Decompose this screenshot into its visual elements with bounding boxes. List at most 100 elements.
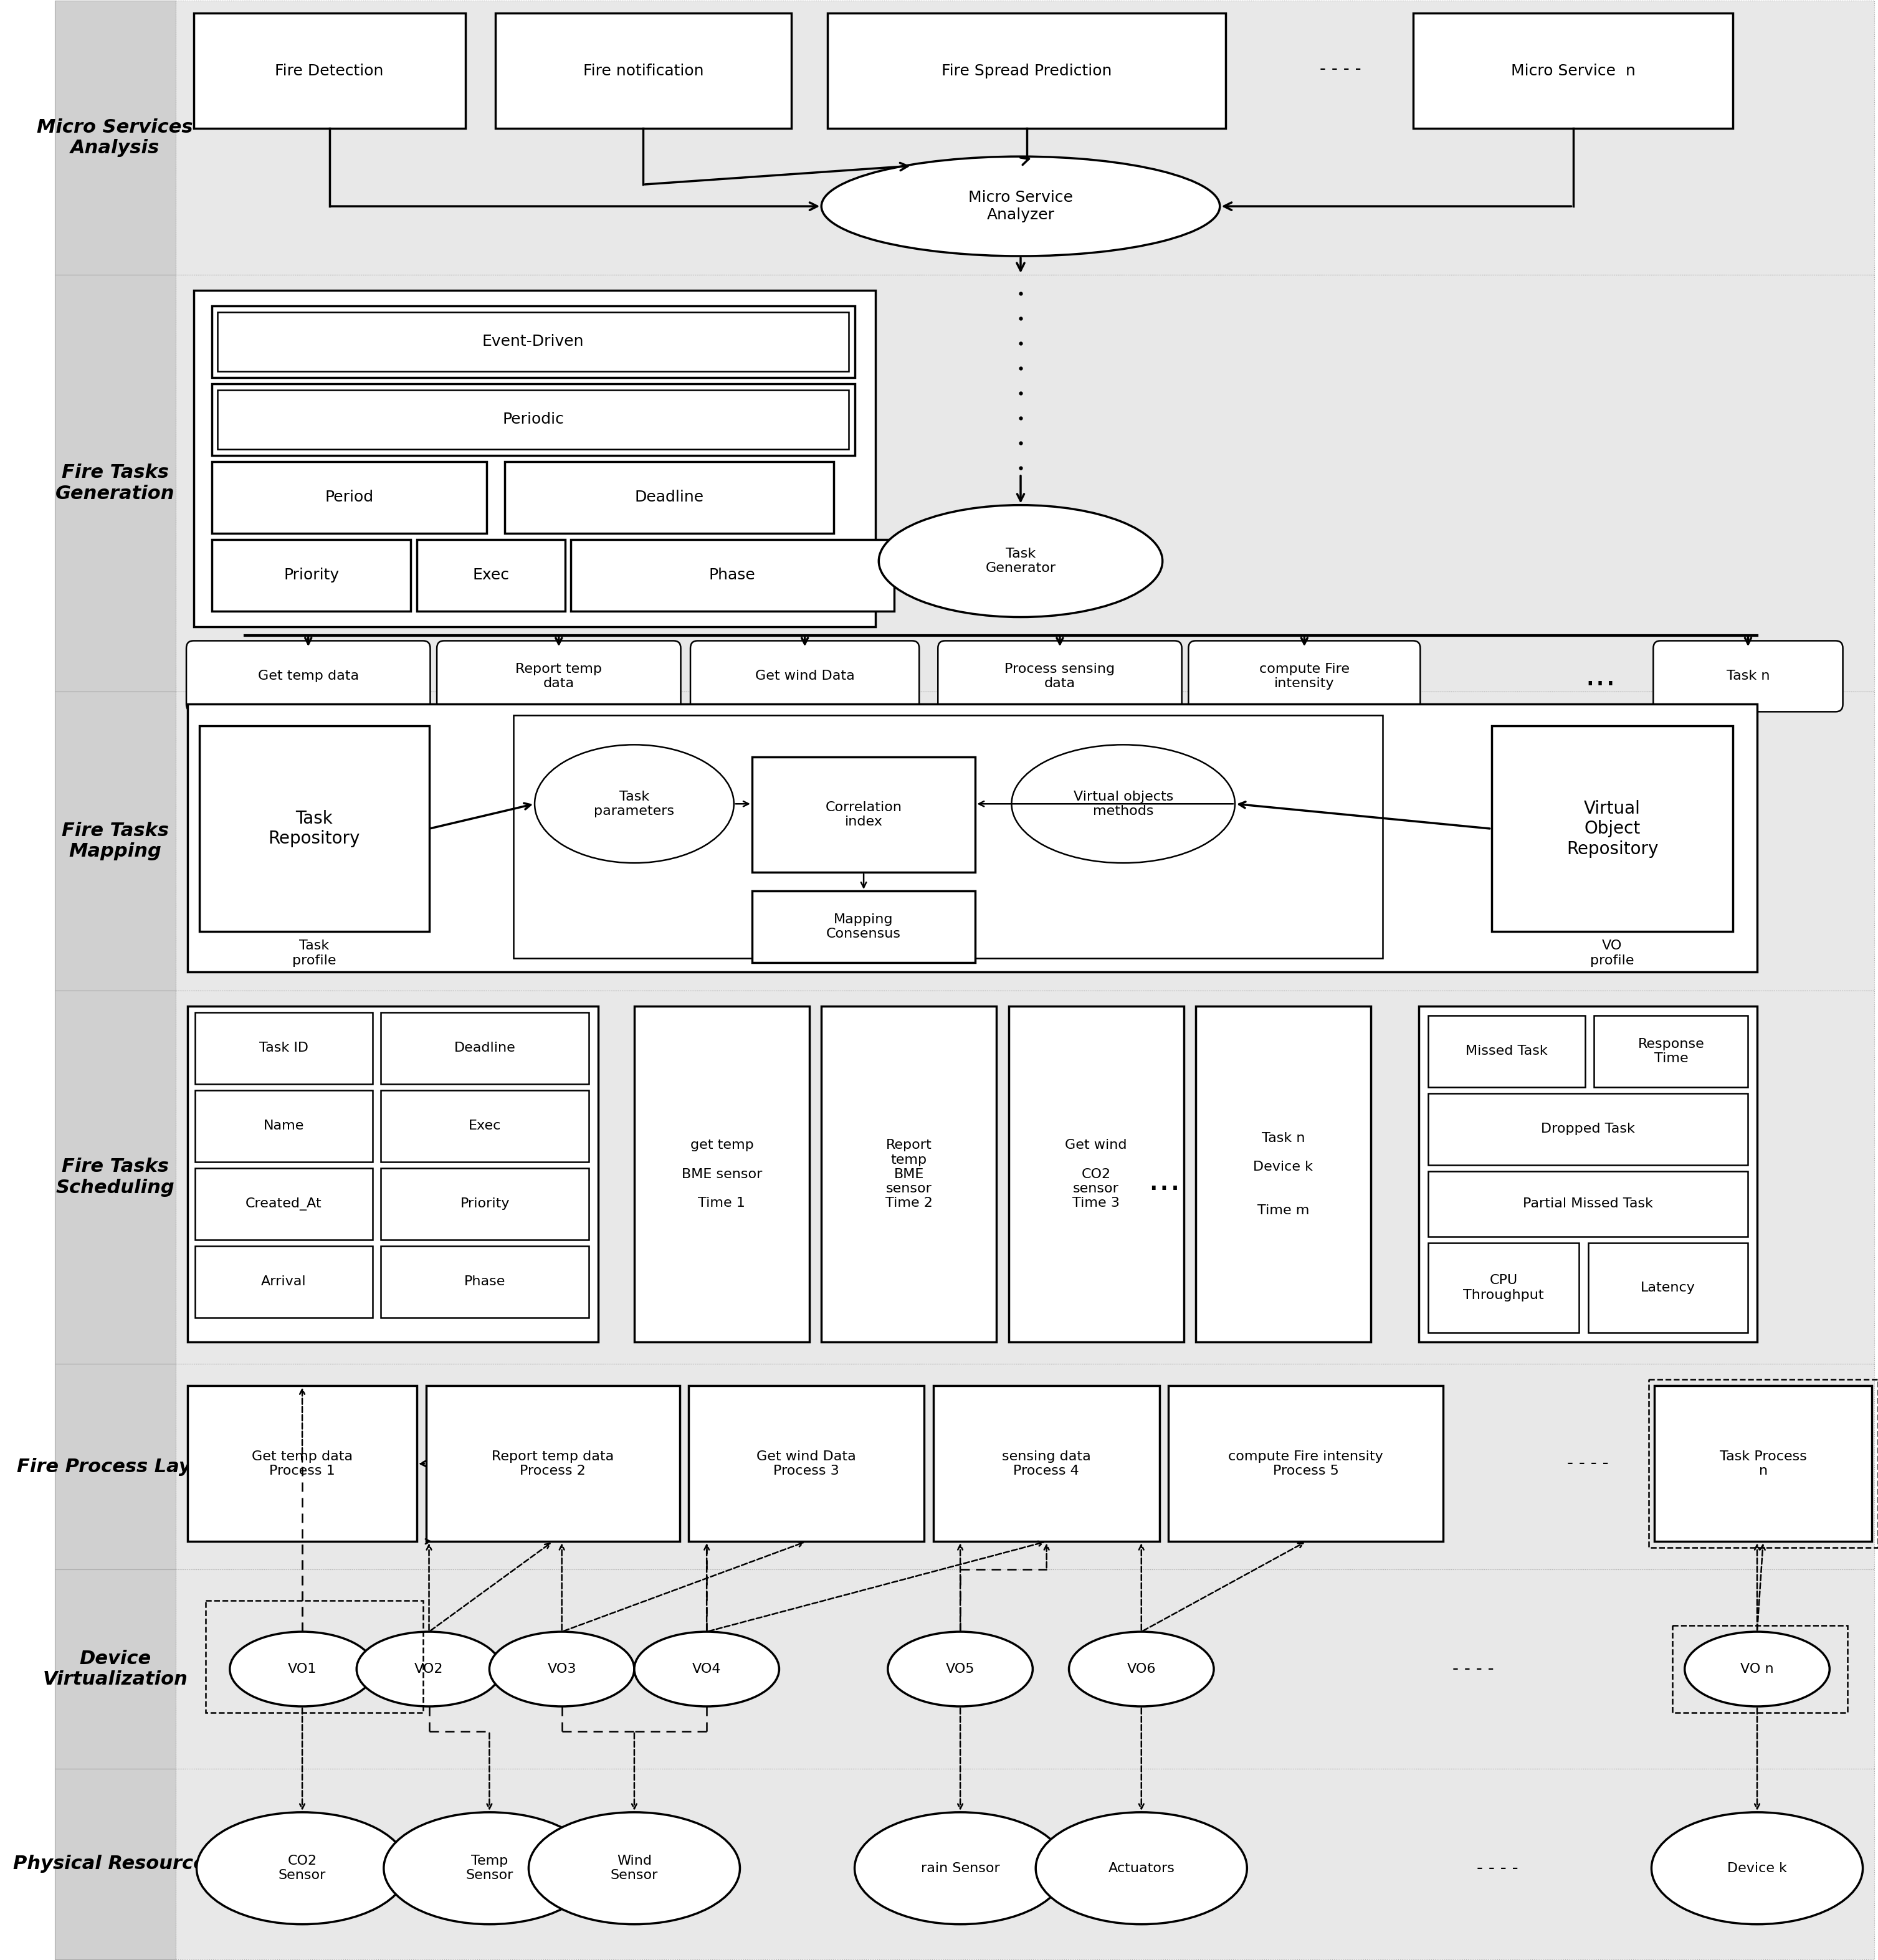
FancyBboxPatch shape: [188, 1005, 597, 1343]
Text: Deadline: Deadline: [454, 1043, 516, 1054]
Text: Get wind Data: Get wind Data: [755, 670, 854, 682]
FancyBboxPatch shape: [175, 1768, 1874, 1960]
Text: Arrival: Arrival: [261, 1276, 306, 1288]
FancyBboxPatch shape: [937, 641, 1181, 711]
Text: Phase: Phase: [710, 568, 755, 582]
Text: Temp
Sensor: Temp Sensor: [466, 1854, 513, 1882]
Text: ...: ...: [1585, 661, 1615, 692]
FancyBboxPatch shape: [175, 1364, 1874, 1570]
Text: Fire Tasks
Generation: Fire Tasks Generation: [56, 465, 175, 504]
FancyBboxPatch shape: [188, 704, 1758, 972]
Ellipse shape: [383, 1813, 595, 1925]
Text: VO
profile: VO profile: [1591, 939, 1634, 966]
Text: ...: ...: [1147, 1164, 1181, 1198]
FancyBboxPatch shape: [54, 274, 175, 692]
FancyBboxPatch shape: [195, 1090, 374, 1162]
FancyBboxPatch shape: [175, 1570, 1874, 1768]
FancyBboxPatch shape: [691, 641, 918, 711]
Text: Deadline: Deadline: [635, 490, 704, 506]
Text: Process sensing
data: Process sensing data: [1005, 662, 1116, 690]
Text: Task
parameters: Task parameters: [593, 790, 674, 817]
Text: VO3: VO3: [546, 1662, 577, 1676]
Text: compute Fire intensity
Process 5: compute Fire intensity Process 5: [1228, 1450, 1384, 1478]
FancyBboxPatch shape: [1196, 1005, 1371, 1343]
Text: get temp

BME sensor

Time 1: get temp BME sensor Time 1: [682, 1139, 762, 1209]
FancyBboxPatch shape: [1168, 1386, 1442, 1541]
Text: Latency: Latency: [1641, 1282, 1696, 1294]
Ellipse shape: [1685, 1633, 1829, 1707]
Text: Wind
Sensor: Wind Sensor: [610, 1854, 657, 1882]
Text: Actuators: Actuators: [1108, 1862, 1174, 1874]
Text: - - - -: - - - -: [1452, 1660, 1495, 1678]
FancyBboxPatch shape: [195, 1247, 374, 1317]
Ellipse shape: [229, 1633, 376, 1707]
Text: VO4: VO4: [693, 1662, 721, 1676]
FancyBboxPatch shape: [175, 692, 1874, 990]
Ellipse shape: [1069, 1633, 1213, 1707]
Ellipse shape: [821, 157, 1221, 257]
Text: Name: Name: [263, 1119, 304, 1133]
FancyBboxPatch shape: [1427, 1015, 1585, 1088]
FancyBboxPatch shape: [751, 757, 975, 872]
FancyBboxPatch shape: [571, 539, 894, 612]
FancyBboxPatch shape: [1427, 1243, 1579, 1333]
Text: Phase: Phase: [464, 1276, 505, 1288]
Text: Fire Tasks
Mapping: Fire Tasks Mapping: [62, 821, 169, 860]
FancyBboxPatch shape: [635, 1005, 809, 1343]
Text: Virtual objects
methods: Virtual objects methods: [1074, 790, 1174, 817]
Text: Exec: Exec: [468, 1119, 501, 1133]
FancyBboxPatch shape: [426, 1386, 680, 1541]
Text: Micro Services
Analysis: Micro Services Analysis: [38, 118, 193, 157]
FancyBboxPatch shape: [1427, 1170, 1748, 1237]
FancyBboxPatch shape: [199, 725, 428, 931]
Text: compute Fire
intensity: compute Fire intensity: [1258, 662, 1350, 690]
Text: - - - -: - - - -: [1568, 1454, 1609, 1472]
Ellipse shape: [854, 1813, 1067, 1925]
Ellipse shape: [879, 506, 1162, 617]
FancyBboxPatch shape: [186, 641, 430, 711]
Text: sensing data
Process 4: sensing data Process 4: [1001, 1450, 1091, 1478]
FancyBboxPatch shape: [496, 14, 791, 129]
FancyBboxPatch shape: [1653, 641, 1842, 711]
Text: Virtual
Object
Repository: Virtual Object Repository: [1566, 800, 1658, 858]
Text: - - - -: - - - -: [1476, 1860, 1517, 1878]
Text: Task n

Device k


Time m: Task n Device k Time m: [1253, 1131, 1313, 1217]
FancyBboxPatch shape: [195, 1013, 374, 1084]
Text: VO2: VO2: [415, 1662, 443, 1676]
FancyBboxPatch shape: [513, 715, 1382, 958]
FancyBboxPatch shape: [1189, 641, 1420, 711]
Text: Report temp
data: Report temp data: [515, 662, 603, 690]
FancyBboxPatch shape: [689, 1386, 924, 1541]
Text: Fire Process Layer: Fire Process Layer: [17, 1458, 214, 1476]
Text: CPU
Throughput: CPU Throughput: [1463, 1274, 1544, 1301]
Text: Physical Resources: Physical Resources: [13, 1854, 218, 1874]
Text: Event-Driven: Event-Driven: [483, 335, 584, 349]
FancyBboxPatch shape: [212, 461, 486, 533]
FancyBboxPatch shape: [1008, 1005, 1183, 1343]
FancyBboxPatch shape: [54, 1364, 175, 1570]
Text: CO2
Sensor: CO2 Sensor: [278, 1854, 327, 1882]
Ellipse shape: [357, 1633, 501, 1707]
FancyBboxPatch shape: [821, 1005, 997, 1343]
Text: Device
Virtualization: Device Virtualization: [43, 1650, 188, 1690]
FancyBboxPatch shape: [54, 1768, 175, 1960]
Text: Exec: Exec: [473, 568, 509, 582]
Text: Partial Missed Task: Partial Missed Task: [1523, 1198, 1653, 1209]
FancyBboxPatch shape: [54, 990, 175, 1364]
FancyBboxPatch shape: [218, 312, 849, 370]
FancyBboxPatch shape: [438, 641, 680, 711]
Text: Fire Tasks
Scheduling: Fire Tasks Scheduling: [56, 1158, 175, 1198]
Text: Fire Spread Prediction: Fire Spread Prediction: [941, 63, 1112, 78]
Text: Get temp data: Get temp data: [257, 670, 359, 682]
FancyBboxPatch shape: [933, 1386, 1159, 1541]
FancyBboxPatch shape: [1655, 1386, 1872, 1541]
FancyBboxPatch shape: [218, 390, 849, 449]
Text: Report
temp
BME
sensor
Time 2: Report temp BME sensor Time 2: [885, 1139, 933, 1209]
Text: Task
Generator: Task Generator: [986, 547, 1055, 574]
Text: Micro Service  n: Micro Service n: [1510, 63, 1636, 78]
FancyBboxPatch shape: [54, 0, 175, 274]
Ellipse shape: [888, 1633, 1033, 1707]
Text: Get temp data
Process 1: Get temp data Process 1: [252, 1450, 353, 1478]
Text: Priority: Priority: [284, 568, 340, 582]
Ellipse shape: [197, 1813, 408, 1925]
